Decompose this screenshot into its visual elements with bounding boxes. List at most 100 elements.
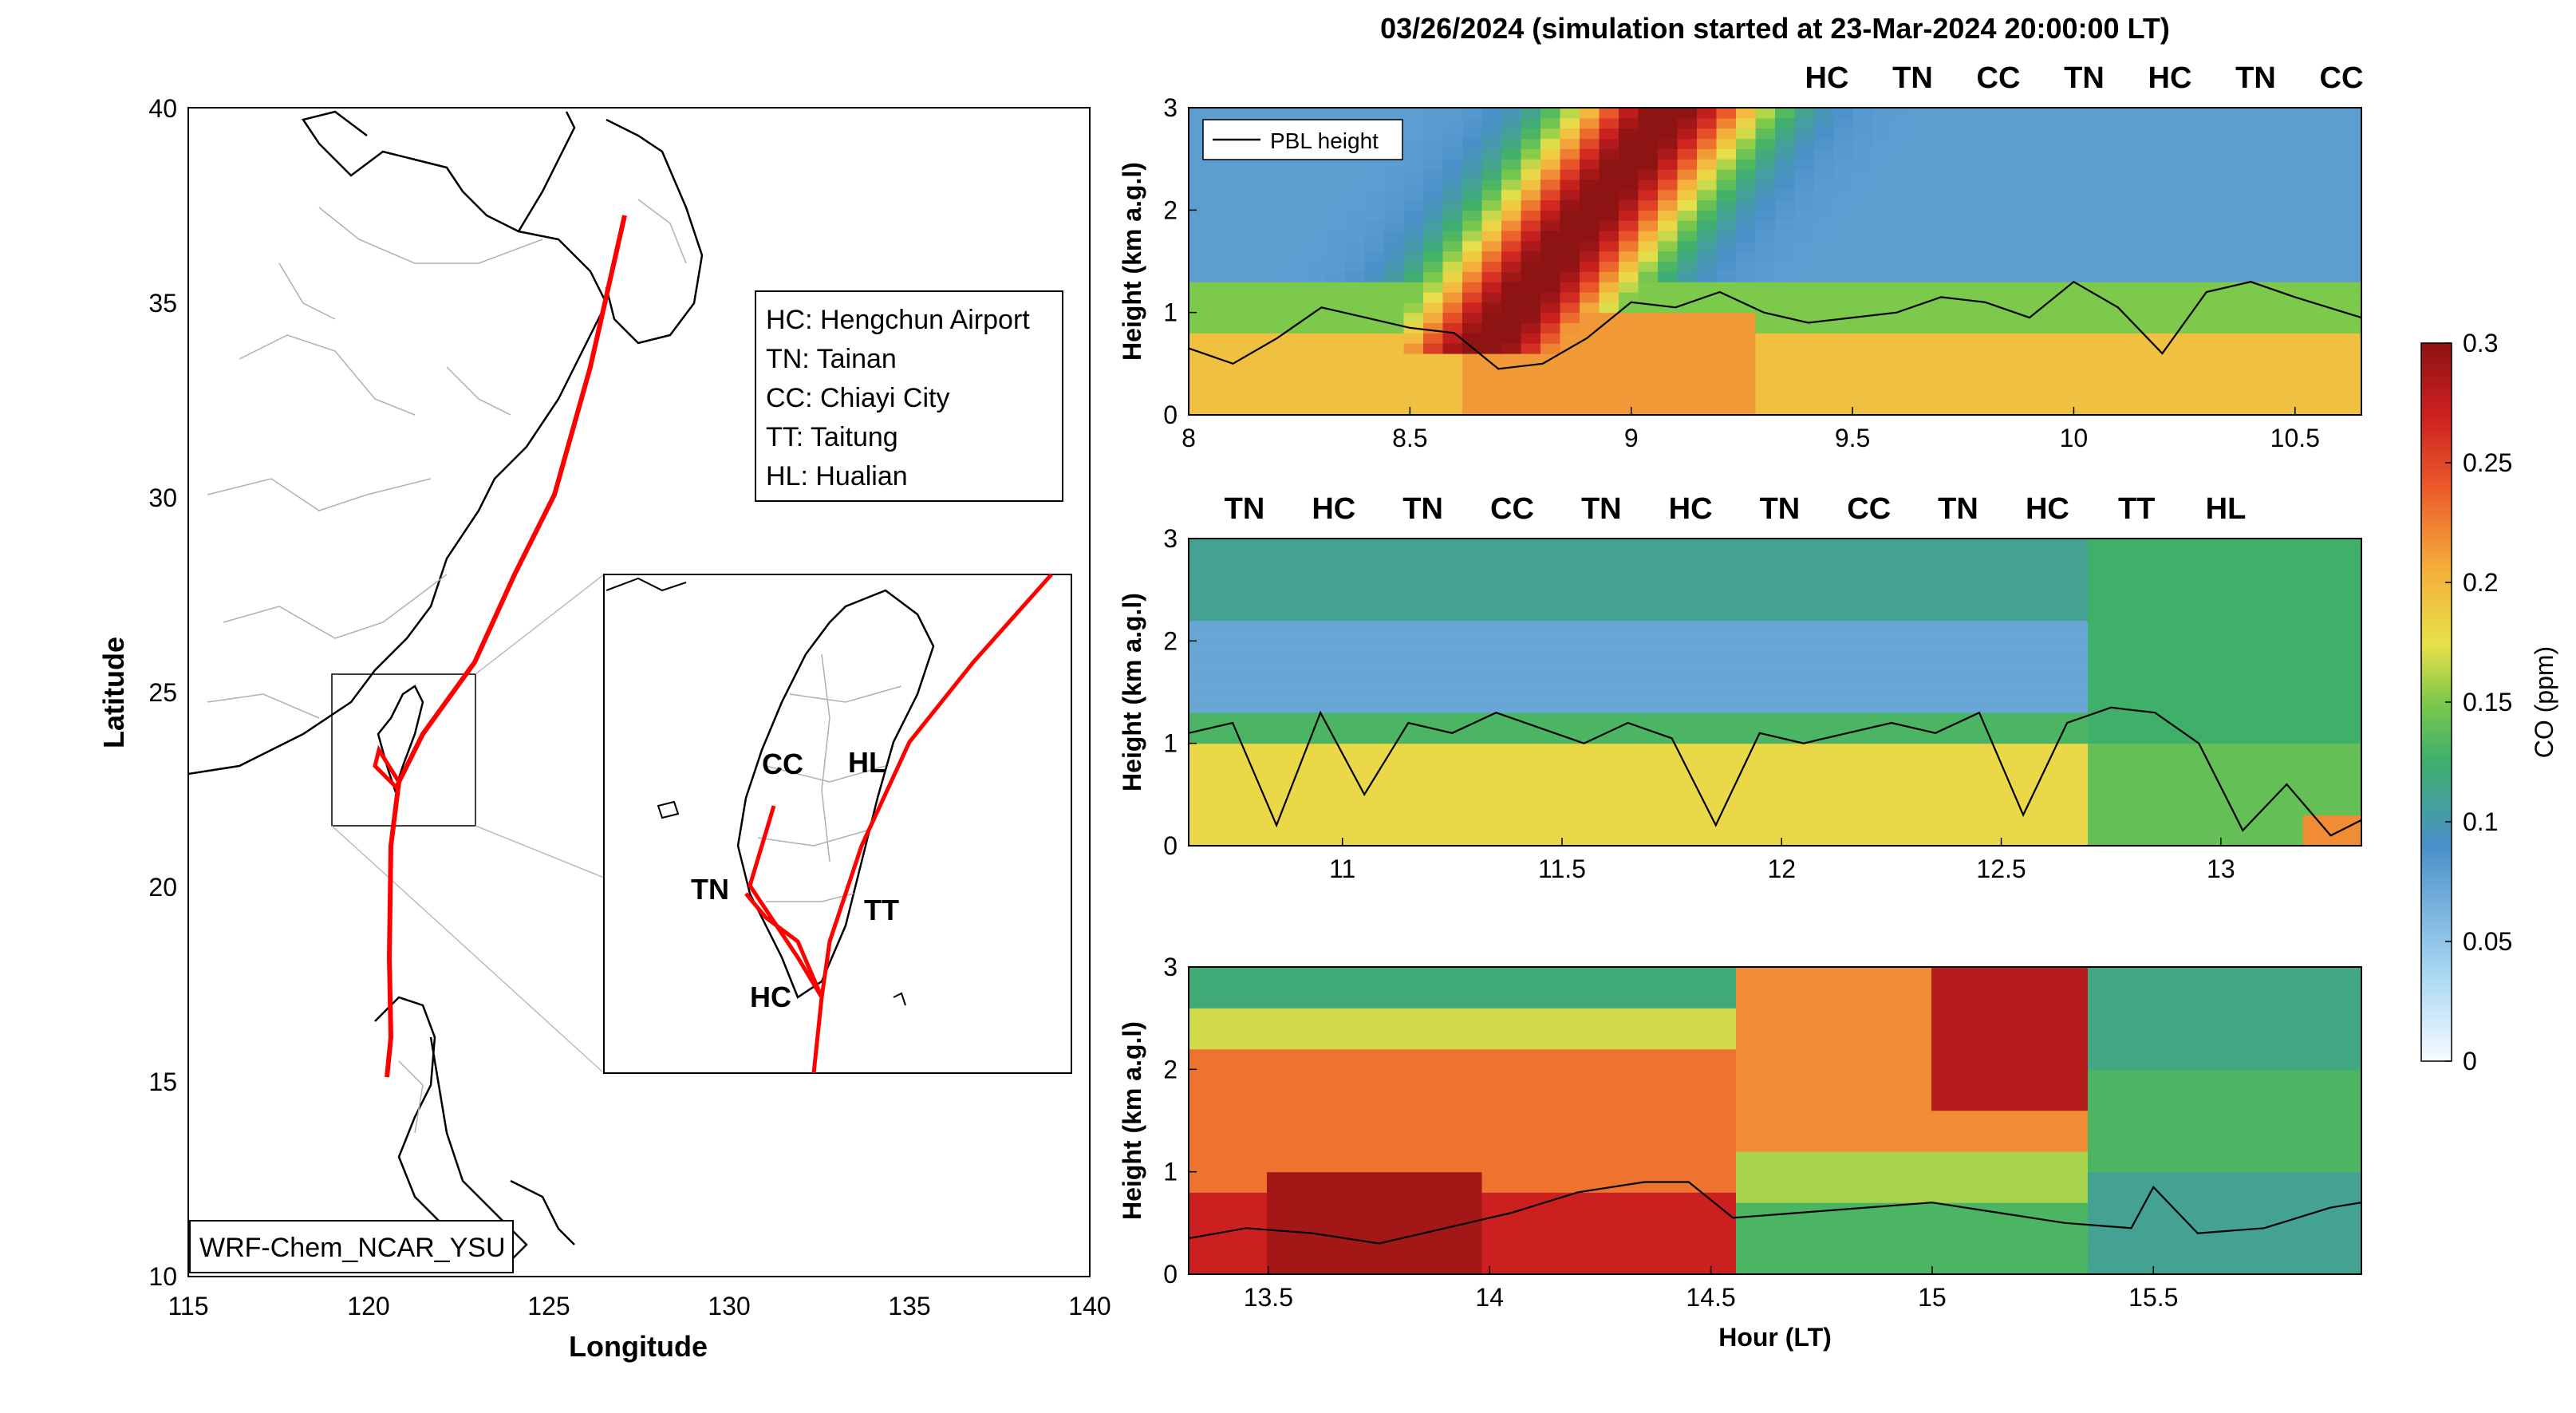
heatmap-cell xyxy=(2205,322,2226,334)
heatmap-cell xyxy=(2029,353,2049,365)
heatmap-cell xyxy=(2068,753,2089,764)
heatmap-cell xyxy=(1462,1059,1483,1070)
heatmap-cell xyxy=(2088,753,2109,764)
heatmap-cell xyxy=(2107,794,2128,806)
heatmap-cell xyxy=(1638,405,1659,415)
heatmap-cell xyxy=(1267,987,1288,999)
heatmap-cell xyxy=(1247,220,1268,231)
heatmap-cell xyxy=(1423,1059,1444,1070)
heatmap-cell xyxy=(1892,353,1913,365)
heatmap-cell xyxy=(1501,835,1522,846)
heatmap-cell xyxy=(1872,199,1893,211)
heatmap-cell xyxy=(1442,1110,1463,1122)
heatmap-cell xyxy=(2166,825,2187,836)
heatmap-cell xyxy=(1247,108,1268,119)
heatmap-cell xyxy=(1462,692,1483,703)
heatmap-cell xyxy=(2010,179,2030,191)
heatmap-cell xyxy=(1990,967,2010,978)
heatmap-cell xyxy=(1755,997,1776,1008)
heatmap-cell xyxy=(1775,671,1796,683)
heatmap-cell xyxy=(1970,774,1991,785)
heatmap-cell xyxy=(1501,1171,1522,1183)
heatmap-cell xyxy=(1306,548,1327,560)
heatmap-cell xyxy=(1306,1079,1327,1091)
heatmap-cell xyxy=(1462,261,1483,272)
heatmap-cell xyxy=(1697,1151,1718,1162)
heatmap-cell xyxy=(1189,977,1209,989)
model-label: WRF-Chem_NCAR_YSU xyxy=(199,1233,506,1263)
heatmap-cell xyxy=(1775,1028,1796,1040)
heatmap-cell xyxy=(1560,199,1580,211)
heatmap-cell xyxy=(2029,394,2049,405)
heatmap-cell xyxy=(1951,804,1971,816)
heatmap-cell xyxy=(1892,702,1913,713)
heatmap-cell xyxy=(1384,651,1405,662)
heatmap-cell xyxy=(2010,539,2030,550)
heatmap-cell xyxy=(1619,373,1639,385)
heatmap-cell xyxy=(1286,199,1307,211)
heatmap-cell xyxy=(1403,210,1424,221)
heatmap-cell xyxy=(1970,569,1991,580)
heatmap-cell xyxy=(1560,1099,1580,1111)
heatmap-cell xyxy=(2185,590,2206,601)
heatmap-cell xyxy=(1716,302,1737,314)
heatmap-cell xyxy=(1619,815,1639,826)
heatmap-cell xyxy=(1853,108,1874,119)
heatmap-cell xyxy=(1384,815,1405,826)
heatmap-cell xyxy=(1267,251,1288,262)
heatmap-cell xyxy=(1580,539,1600,550)
heatmap-cell xyxy=(1970,977,1991,989)
heatmap-cell xyxy=(1638,987,1659,999)
heatmap-cell xyxy=(1951,240,1971,252)
heatmap-cell xyxy=(2127,117,2148,129)
heatmap-cell xyxy=(1599,1131,1619,1142)
heatmap-cell xyxy=(1990,977,2010,989)
heatmap-cell xyxy=(1189,179,1209,191)
heatmap-cell xyxy=(1560,548,1580,560)
heatmap-cell xyxy=(2146,630,2167,641)
heatmap-cell xyxy=(2283,630,2304,641)
heatmap-cell xyxy=(1970,1018,1991,1029)
heatmap-cell xyxy=(2185,774,2206,785)
heatmap-cell xyxy=(1931,312,1952,324)
heatmap-cell xyxy=(2049,692,2069,703)
heatmap-cell xyxy=(2244,548,2265,560)
heatmap-cell xyxy=(1442,1079,1463,1091)
heatmap-cell xyxy=(2146,333,2167,344)
heatmap-cell xyxy=(1951,302,1971,314)
heatmap-cell xyxy=(1481,630,1502,641)
heatmap-cell xyxy=(1560,1141,1580,1152)
heatmap-cell xyxy=(1599,1171,1619,1183)
heatmap-cell xyxy=(2049,333,2069,344)
heatmap-cell xyxy=(2224,539,2245,550)
heatmap-cell xyxy=(1814,600,1835,611)
heatmap-cell xyxy=(1462,1038,1483,1050)
heatmap-cell xyxy=(1853,558,1874,570)
heatmap-cell xyxy=(1775,179,1796,191)
heatmap-cell xyxy=(1286,189,1307,201)
heatmap-cell xyxy=(1697,1131,1718,1142)
heatmap-cell xyxy=(2088,373,2109,385)
heatmap-cell xyxy=(1794,610,1815,622)
heatmap-cell xyxy=(1814,753,1835,764)
heatmap-cell xyxy=(1697,1028,1718,1040)
heatmap-cell xyxy=(1911,590,1932,601)
heatmap-cell xyxy=(1560,1171,1580,1183)
heatmap-cell xyxy=(1267,1069,1288,1080)
heatmap-cell xyxy=(1580,405,1600,415)
heatmap-cell xyxy=(1677,1038,1698,1050)
heatmap-cell xyxy=(1853,1151,1874,1162)
heatmap-cell xyxy=(1755,825,1776,836)
heatmap-cell xyxy=(1403,997,1424,1008)
heatmap-cell xyxy=(1599,189,1619,201)
heatmap-cell xyxy=(1794,373,1815,385)
heatmap-cell xyxy=(1267,558,1288,570)
heatmap-cell xyxy=(2302,312,2323,324)
heatmap-cell xyxy=(1403,743,1424,755)
inset-label-hl: HL xyxy=(848,746,886,779)
heatmap-cell xyxy=(1638,108,1659,119)
heatmap-cell xyxy=(2010,1110,2030,1122)
heatmap-cell xyxy=(1560,220,1580,231)
heatmap-cell xyxy=(1481,261,1502,272)
map-ytick: 40 xyxy=(148,94,177,123)
